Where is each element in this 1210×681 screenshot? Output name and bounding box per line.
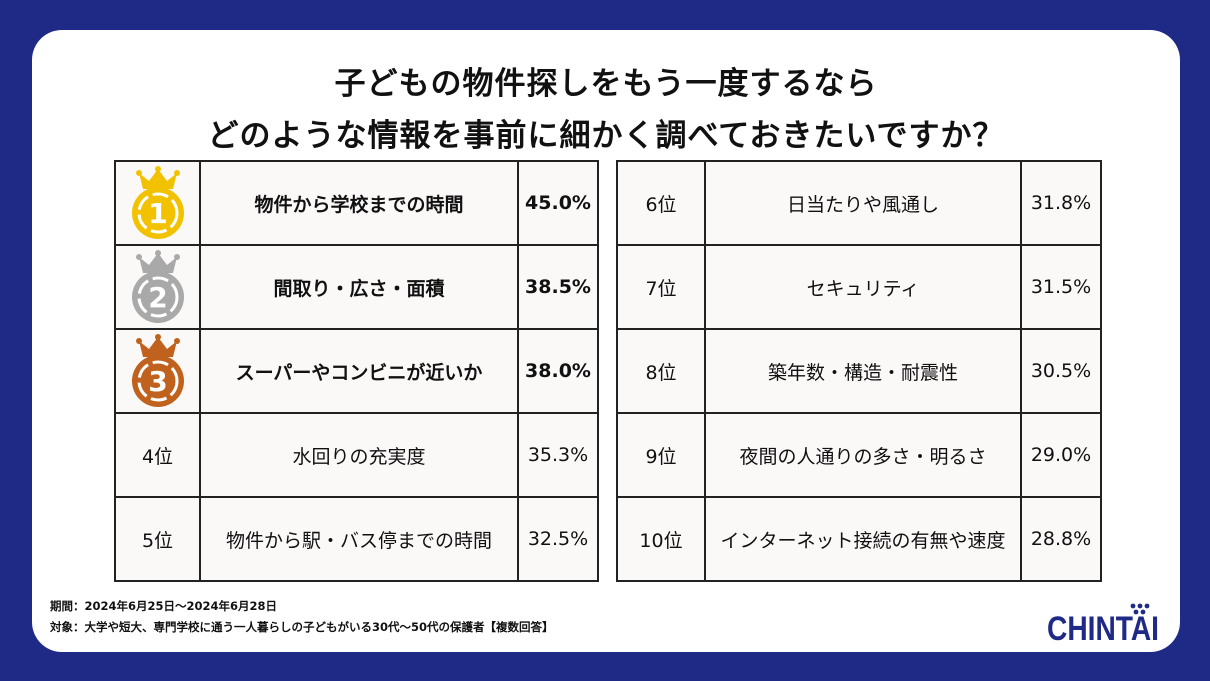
rank-cell: 5位 [114, 496, 201, 582]
item-percentage: 29.0% [1020, 412, 1102, 498]
medal-number: 2 [148, 281, 167, 314]
item-percentage: 45.0% [517, 160, 599, 246]
logo-dot [1130, 603, 1136, 609]
table-row: 9位 夜間の人通りの多さ・明るさ 29.0% [616, 412, 1102, 498]
logo-text: CHINTAI [1047, 610, 1159, 646]
item-label: インターネット接続の有無や速度 [704, 496, 1022, 582]
table-row: 2 間取り・広さ・面積 38.5% [114, 244, 599, 330]
item-percentage: 32.5% [517, 496, 599, 582]
footnote-target: 対象：大学や短大、専門学校に通う一人暮らしの子どもがいる30代～50代の保護者【… [50, 620, 554, 634]
title-line-1: 子どもの物件探しをもう一度するなら [334, 66, 878, 102]
crown-icon [138, 253, 177, 273]
item-percentage: 38.0% [517, 328, 599, 414]
rank-cell: 4位 [114, 412, 201, 498]
logo-dot [1144, 603, 1150, 609]
rank-cell: 10位 [616, 496, 706, 582]
table-row: 6位 日当たりや風通し 31.8% [616, 160, 1102, 246]
medal-gold-icon: 1 [131, 166, 184, 239]
table-row: 3 スーパーやコンビニが近いか 38.0% [114, 328, 599, 414]
item-percentage: 38.5% [517, 244, 599, 330]
item-percentage: 31.8% [1020, 160, 1102, 246]
item-label: 物件から駅・バス停までの時間 [199, 496, 519, 582]
item-label: 夜間の人通りの多さ・明るさ [704, 412, 1022, 498]
rank-cell: 9位 [616, 412, 706, 498]
card: 子どもの物件探しをもう一度するなら どのような情報を事前に細かく調べておきたいで… [32, 30, 1180, 652]
ranking-table-left: 1 物件から学校までの時間 45.0% 2 間取り・広さ・面積 38.5% 3 スーパーやコン… [114, 160, 599, 582]
logo-dots-icon [1130, 603, 1150, 615]
item-percentage: 30.5% [1020, 328, 1102, 414]
chintai-logo: CHINTAI [1047, 603, 1159, 646]
item-label: 物件から学校までの時間 [199, 160, 519, 246]
medal-number: 3 [148, 365, 167, 398]
page-title: 子どもの物件探しをもう一度するなら どのような情報を事前に細かく調べておきたいで… [32, 58, 1180, 162]
medal-silver-icon: 2 [131, 250, 184, 323]
crown-icon [138, 337, 177, 357]
logo-dot [1133, 609, 1139, 615]
item-label: スーパーやコンビニが近いか [199, 328, 519, 414]
item-percentage: 31.5% [1020, 244, 1102, 330]
rank-cell: 6位 [616, 160, 706, 246]
table-row: 8位 築年数・構造・耐震性 30.5% [616, 328, 1102, 414]
rank-cell: 8位 [616, 328, 706, 414]
item-label: 築年数・構造・耐震性 [704, 328, 1022, 414]
item-percentage: 28.8% [1020, 496, 1102, 582]
ranking-table-right: 6位 日当たりや風通し 31.8% 7位 セキュリティ 31.5% 8位 築年数・構造・耐震性… [616, 160, 1102, 582]
logo-dot [1140, 609, 1146, 615]
crown-icon [138, 169, 177, 189]
item-label: セキュリティ [704, 244, 1022, 330]
rank-cell: 1 [114, 160, 201, 246]
medal-bronze-icon: 3 [131, 334, 184, 407]
item-percentage: 35.3% [517, 412, 599, 498]
footnote-period: 期間：2024年6月25日～2024年6月28日 [50, 599, 278, 613]
title-line-2: どのような情報を事前に細かく調べておきたいですか？ [207, 118, 1005, 154]
rank-cell: 3 [114, 328, 201, 414]
table-row: 7位 セキュリティ 31.5% [616, 244, 1102, 330]
item-label: 間取り・広さ・面積 [199, 244, 519, 330]
item-label: 日当たりや風通し [704, 160, 1022, 246]
table-row: 10位 インターネット接続の有無や速度 28.8% [616, 496, 1102, 582]
rank-cell: 7位 [616, 244, 706, 330]
table-row: 4位 水回りの充実度 35.3% [114, 412, 599, 498]
table-row: 5位 物件から駅・バス停までの時間 32.5% [114, 496, 599, 582]
medal-number: 1 [148, 197, 167, 230]
rank-cell: 2 [114, 244, 201, 330]
logo-dot [1137, 603, 1143, 609]
item-label: 水回りの充実度 [199, 412, 519, 498]
table-row: 1 物件から学校までの時間 45.0% [114, 160, 599, 246]
